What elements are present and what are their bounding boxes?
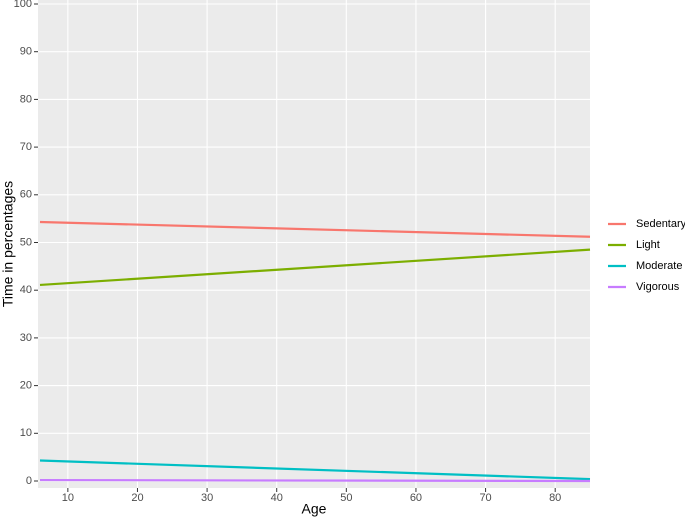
panel: [38, 0, 590, 488]
x-tick-label: 60: [410, 492, 422, 504]
y-tick-label: 50: [20, 236, 32, 248]
y-tick-label: 60: [20, 189, 32, 201]
legend-text: Vigorous: [636, 281, 680, 293]
y-tick-label: 0: [26, 475, 32, 487]
x-axis-title: Age: [302, 501, 327, 517]
legend-text: Light: [636, 239, 660, 251]
x-tick-label: 40: [271, 492, 283, 504]
x-tick-label: 30: [201, 492, 213, 504]
line: [39, 459, 591, 481]
y-tick-label: 40: [20, 284, 32, 296]
x-tick-label: 20: [131, 492, 143, 504]
y-tick-label: 20: [20, 380, 32, 392]
y-axis-title: Time in percentages: [0, 181, 16, 307]
line: [39, 248, 591, 287]
legend-text: Moderate: [636, 260, 682, 272]
y-tick-label: 10: [20, 427, 32, 439]
x-tick-label: 80: [549, 492, 561, 504]
x-tick-label: 10: [62, 492, 74, 504]
y-tick-label: 80: [20, 93, 32, 105]
y-tick-label: 30: [20, 332, 32, 344]
x-tick-label: 50: [340, 492, 352, 504]
legend-text: Sedentary: [636, 218, 685, 230]
y-tick-label: 100: [14, 0, 32, 10]
y-tick-label: 90: [20, 46, 32, 58]
line: [39, 478, 591, 483]
y-tick-label: 70: [20, 141, 32, 153]
line: [39, 220, 591, 238]
x-tick-label: 70: [479, 492, 491, 504]
